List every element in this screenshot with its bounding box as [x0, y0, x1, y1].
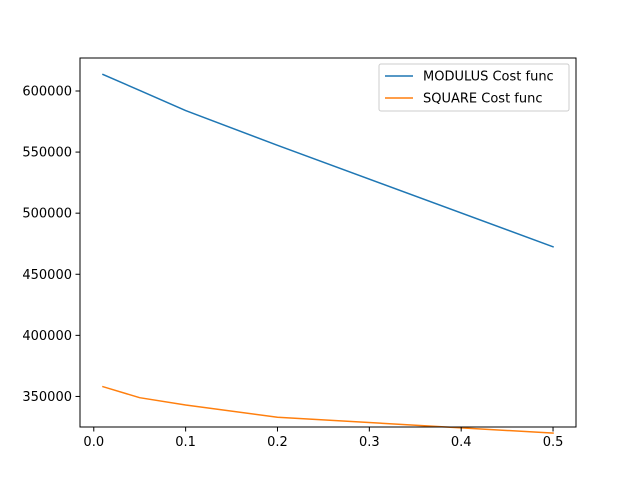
y-axis: 350000 400000 450000 500000 550000 600000 [22, 84, 80, 405]
x-tick-label: 0.3 [359, 435, 380, 450]
y-tick-label: 350000 [22, 390, 72, 405]
y-tick-label: 400000 [22, 329, 72, 344]
x-tick-label: 0.5 [543, 435, 564, 450]
series-layer [101, 73, 555, 434]
x-tick-label: 0.4 [451, 435, 472, 450]
y-tick-label: 450000 [22, 268, 72, 283]
x-axis: 0.0 0.1 0.2 0.3 0.4 0.5 [83, 427, 563, 450]
legend-label-2: SQUARE Cost func [423, 92, 543, 107]
y-tick-label: 600000 [22, 84, 72, 99]
series-line-1 [101, 73, 555, 248]
legend-label-1: MODULUS Cost func [423, 70, 554, 85]
legend: MODULUS Cost func SQUARE Cost func [378, 63, 570, 112]
x-tick-label: 0.1 [175, 435, 196, 450]
plot-frame [79, 57, 577, 428]
x-tick-label: 0.2 [267, 435, 288, 450]
series-line-2 [102, 385, 554, 434]
x-tick-label: 0.0 [83, 435, 104, 450]
legend-box [378, 63, 570, 112]
y-tick-label: 550000 [22, 146, 72, 161]
y-tick-label: 500000 [22, 207, 72, 222]
